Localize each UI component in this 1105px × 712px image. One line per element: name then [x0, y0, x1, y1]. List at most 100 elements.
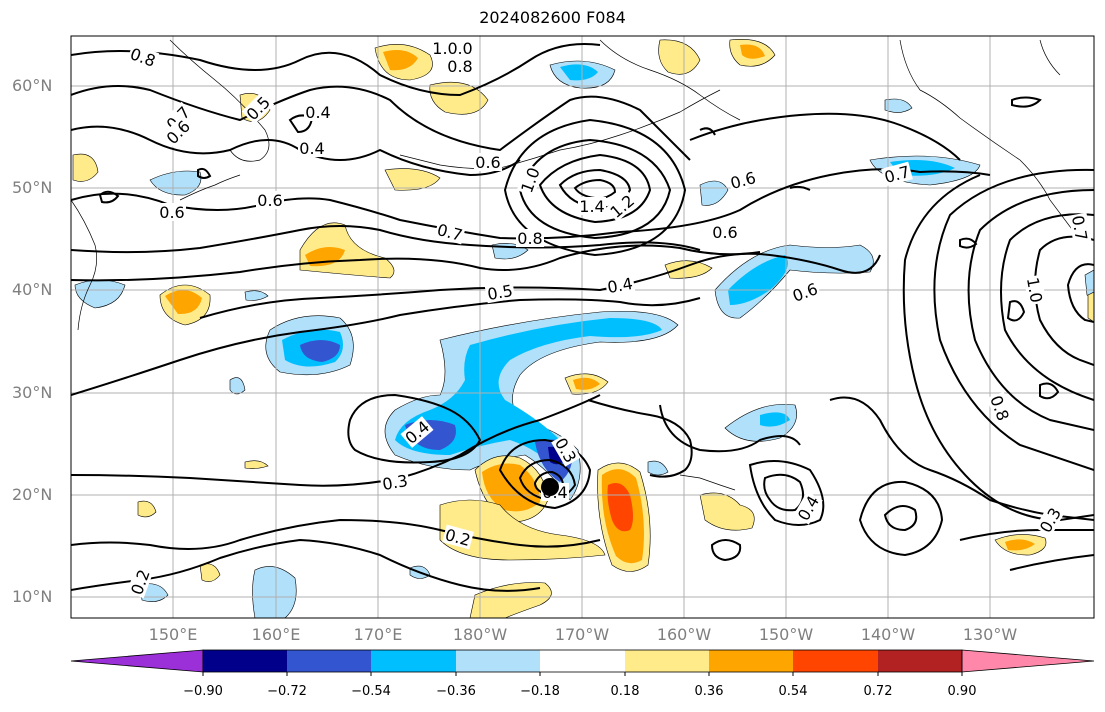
colorbar-tick-label: 0.18 — [610, 684, 640, 699]
pos-region — [72, 153, 99, 182]
lat-label: 40°N — [12, 280, 53, 299]
pos-region — [137, 500, 157, 518]
contour-line — [959, 529, 1094, 541]
neg-region — [244, 290, 269, 301]
colorbar — [70, 649, 1095, 676]
contour-line — [883, 505, 918, 532]
lon-label: 160°W — [656, 625, 712, 644]
contour-label-bg — [434, 219, 466, 245]
lon-label: 160°E — [251, 625, 301, 644]
coastline — [169, 39, 270, 162]
contour-line — [71, 85, 691, 161]
contour-line — [763, 473, 805, 512]
contour-line — [1039, 382, 1060, 400]
contour-line — [197, 167, 212, 179]
lon-label: 180°W — [452, 625, 508, 644]
contour-label-bg — [158, 203, 186, 221]
contour-label: 0.5 — [486, 281, 514, 304]
coastline — [399, 89, 721, 169]
contour-line — [587, 399, 693, 478]
contour-label: 0.8 — [517, 229, 542, 248]
contour-label: 0.6 — [728, 168, 758, 193]
lon-label: 140°W — [860, 625, 916, 644]
contour-label-bg — [605, 190, 639, 222]
colorbar-extend-high — [961, 649, 1095, 673]
contour-lines — [71, 43, 1094, 592]
contour-label-bg — [1068, 212, 1092, 244]
neg-region — [395, 318, 662, 470]
contour-label: 0.7 — [435, 220, 465, 245]
contour-label-bg — [161, 101, 195, 135]
colorbar-tick-label: 0.72 — [863, 684, 893, 699]
contour-label: 0.6 — [159, 203, 184, 222]
contour-line — [518, 458, 577, 502]
contour-label: 0.3 — [1036, 504, 1065, 536]
colorbar-swatch — [371, 650, 456, 672]
contour-line — [699, 127, 716, 136]
colorbar-swatch — [625, 650, 709, 672]
contour-label-bg — [793, 491, 823, 525]
contour-label-bg — [578, 197, 606, 215]
contour-line — [518, 138, 672, 240]
contour-line — [71, 168, 991, 240]
contour-line — [789, 185, 811, 191]
contour-line — [71, 225, 701, 254]
contour-line — [71, 244, 761, 282]
colorbar-swatch — [878, 650, 962, 672]
contour-label: 0.4 — [606, 274, 634, 297]
colorbar-tick-label: −0.36 — [436, 684, 476, 699]
colorbar-tick-label: 0.54 — [778, 684, 808, 699]
gridlines — [71, 36, 1094, 618]
coastline — [1039, 39, 1061, 76]
neg-region — [699, 180, 729, 206]
contour-label-bg — [551, 433, 581, 467]
lon-label: 150°W — [758, 625, 814, 644]
contour-line — [98, 190, 120, 204]
coastline — [179, 174, 241, 201]
contour-label-bg — [446, 57, 474, 75]
contour-line — [71, 518, 601, 550]
contour-line — [1009, 554, 1094, 571]
pos-region — [1087, 291, 1094, 323]
lat-label: 60°N — [12, 76, 53, 95]
contour-label-bg — [126, 565, 154, 599]
contour-label-bg — [431, 39, 459, 57]
neg-region — [714, 244, 874, 319]
contour-label-bg — [161, 115, 195, 149]
contour-label: 0.7 — [1068, 214, 1091, 242]
lat-label: 50°N — [12, 178, 53, 197]
contour-line — [538, 153, 652, 224]
contour-label-bg — [727, 167, 759, 193]
neg-region — [149, 170, 202, 196]
neg-region — [229, 377, 246, 395]
contour-label: 0.3 — [381, 471, 409, 494]
contour-label-bg — [241, 91, 275, 125]
pos-region — [1005, 539, 1035, 551]
contour-label-bg — [516, 229, 544, 247]
contour-line — [689, 112, 961, 161]
contour-line — [573, 178, 617, 200]
contour-label-bg — [1035, 503, 1065, 537]
colorbar-tick-label: −0.72 — [267, 684, 307, 699]
contour-label-bg — [126, 43, 160, 71]
pos-region — [244, 460, 269, 469]
contour-line — [71, 125, 521, 177]
contour-label: 1.0 — [1023, 276, 1046, 304]
lat-label: 20°N — [12, 485, 53, 504]
pos-region — [482, 463, 540, 512]
contour-line — [498, 438, 592, 510]
contour-line — [1000, 213, 1094, 401]
contour-line — [858, 480, 944, 557]
neg-region — [884, 98, 913, 113]
contour-label: 1.4 — [579, 197, 604, 216]
neg-region — [560, 64, 598, 81]
contour-line — [748, 460, 825, 526]
lon-label: 130°W — [962, 625, 1018, 644]
colorbar-tick-label: 0.90 — [947, 684, 977, 699]
contour-line — [933, 168, 1094, 471]
coastline — [71, 199, 97, 331]
neg-region — [384, 310, 679, 501]
map-frame — [70, 35, 1095, 619]
lat-label: 30°N — [12, 383, 53, 402]
lon-label: 170°E — [353, 625, 403, 644]
